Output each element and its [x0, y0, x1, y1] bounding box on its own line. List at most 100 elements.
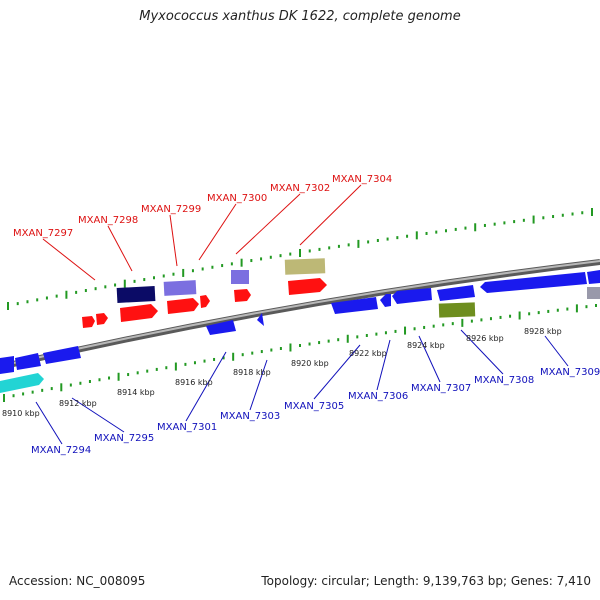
outer-ruler-minor-tick [84, 289, 87, 293]
label-leader-lines [35, 184, 569, 445]
inner-ruler-major-tick [575, 304, 578, 313]
gene-mxan-7307[interactable] [392, 288, 432, 304]
inner-ruler-major-tick [404, 326, 407, 335]
forward-leader-line [42, 238, 96, 281]
outer-dotted-ruler [7, 208, 593, 310]
gene-mxan-7301[interactable] [206, 320, 236, 335]
inner-ruler-minor-tick [50, 387, 53, 391]
forward-gene-label[interactable]: MXAN_7302 [270, 183, 330, 194]
reverse-gene-label[interactable]: MXAN_7303 [220, 411, 280, 422]
reverse-gene-label[interactable]: MXAN_7309 [540, 367, 600, 378]
outer-ruler-minor-tick [328, 246, 331, 250]
inner-ruler-major-tick [461, 318, 464, 327]
outer-ruler-minor-tick [445, 229, 447, 233]
inner-ruler-minor-tick [241, 353, 244, 357]
outer-ruler-minor-tick [425, 231, 428, 235]
outer-ruler-minor-tick [464, 226, 467, 230]
inner-ruler-minor-tick [470, 319, 473, 323]
gene-mxan-7297b[interactable] [96, 313, 108, 325]
inner-ruler-minor-tick [22, 392, 25, 396]
outer-ruler-major-tick [415, 231, 418, 240]
outer-ruler-minor-tick [36, 298, 39, 302]
inner-ruler-major-tick [518, 311, 521, 320]
inner-ruler-minor-tick [98, 378, 101, 382]
ruler-label: 8922 kbp [349, 349, 387, 358]
forward-gene-label[interactable]: MXAN_7298 [78, 215, 138, 226]
gene-mxan-7306[interactable] [380, 294, 391, 307]
outer-ruler-major-tick [357, 239, 360, 248]
outer-ruler-minor-tick [337, 244, 340, 248]
forward-leader-line [235, 193, 301, 255]
forward-leader-line [198, 203, 237, 261]
inner-ruler-minor-tick [537, 311, 540, 315]
gene-rev-2[interactable] [15, 353, 41, 370]
forward-gene-label[interactable]: MXAN_7304 [332, 174, 392, 185]
reverse-gene-label[interactable]: MXAN_7305 [284, 401, 344, 412]
gene-mxan-7304-khaki[interactable] [284, 258, 326, 275]
outer-ruler-minor-tick [230, 262, 233, 266]
gene-mxan-7294[interactable] [0, 373, 44, 393]
outer-ruler-minor-tick [104, 285, 107, 289]
gene-mxan-7299[interactable] [167, 298, 199, 314]
gene-mxan-7298[interactable] [120, 304, 158, 322]
outer-ruler-minor-tick [250, 259, 253, 263]
inner-ruler-minor-tick [499, 315, 502, 319]
reverse-leader-line [313, 344, 361, 400]
outer-ruler-minor-tick [75, 290, 78, 294]
outer-ruler-major-tick [532, 215, 535, 224]
gene-mxan-7304[interactable] [288, 278, 327, 295]
outer-ruler-minor-tick [376, 238, 379, 242]
gene-mxan-7295[interactable] [43, 346, 81, 364]
inner-ruler-minor-tick [213, 357, 216, 361]
inner-ruler-major-tick [117, 372, 120, 381]
forward-gene-label[interactable]: MXAN_7300 [207, 193, 267, 204]
outer-ruler-major-tick [474, 223, 477, 232]
inner-ruler-minor-tick [595, 304, 597, 307]
gene-mxan-7298-navy[interactable] [116, 286, 156, 303]
inner-ruler-minor-tick [299, 344, 301, 347]
outer-ruler-minor-tick [191, 269, 194, 273]
gene-mxan-7299-purple[interactable] [163, 280, 197, 296]
forward-strand-genes [82, 258, 327, 328]
inner-ruler-minor-tick [108, 376, 111, 380]
gene-rev-last[interactable] [587, 270, 600, 284]
outer-ruler-minor-tick [483, 223, 486, 227]
outer-ruler-major-tick [65, 290, 68, 299]
gene-mxan-7302-purple[interactable] [231, 270, 249, 284]
reverse-leader-line [249, 359, 268, 411]
reverse-leader-line [35, 401, 63, 445]
inner-ruler-minor-tick [356, 335, 359, 339]
gene-mxan-7309[interactable] [480, 272, 587, 293]
gene-mxan-7302[interactable] [234, 289, 251, 302]
reverse-gene-label[interactable]: MXAN_7308 [474, 375, 534, 386]
outer-ruler-minor-tick [26, 300, 29, 304]
outer-ruler-minor-tick [211, 265, 214, 269]
reverse-gene-label[interactable]: MXAN_7307 [411, 383, 471, 394]
inner-ruler-minor-tick [566, 307, 569, 311]
reverse-leader-line [376, 339, 391, 391]
gene-mxan-7303[interactable] [257, 313, 264, 326]
gene-mxan-7308-olive[interactable] [438, 302, 476, 318]
reverse-gene-label[interactable]: MXAN_7295 [94, 433, 154, 444]
reverse-gene-label[interactable]: MXAN_7294 [31, 445, 91, 456]
outer-ruler-minor-tick [162, 274, 165, 278]
gene-mxan-7297a[interactable] [82, 316, 95, 328]
gene-rev-1[interactable] [0, 356, 14, 374]
inner-ruler-major-tick [289, 343, 292, 352]
forward-gene-label[interactable]: MXAN_7297 [13, 228, 73, 239]
gene-rev-grey[interactable] [587, 287, 600, 299]
outer-ruler-minor-tick [493, 222, 496, 226]
reverse-gene-label[interactable]: MXAN_7301 [157, 422, 217, 433]
inner-ruler-minor-tick [260, 350, 263, 354]
inner-ruler-major-tick [3, 394, 5, 402]
reverse-gene-label[interactable]: MXAN_7306 [348, 391, 408, 402]
inner-ruler-minor-tick [127, 373, 130, 377]
gene-mxan-7300[interactable] [200, 295, 210, 308]
ruler-label: 8918 kbp [233, 368, 271, 377]
inner-ruler-minor-tick [12, 394, 15, 398]
gene-mxan-7305[interactable] [331, 297, 378, 314]
forward-gene-label[interactable]: MXAN_7299 [141, 204, 201, 215]
forward-leader-line [299, 184, 362, 246]
outer-ruler-minor-tick [561, 213, 564, 217]
gene-mxan-7308[interactable] [437, 285, 475, 301]
